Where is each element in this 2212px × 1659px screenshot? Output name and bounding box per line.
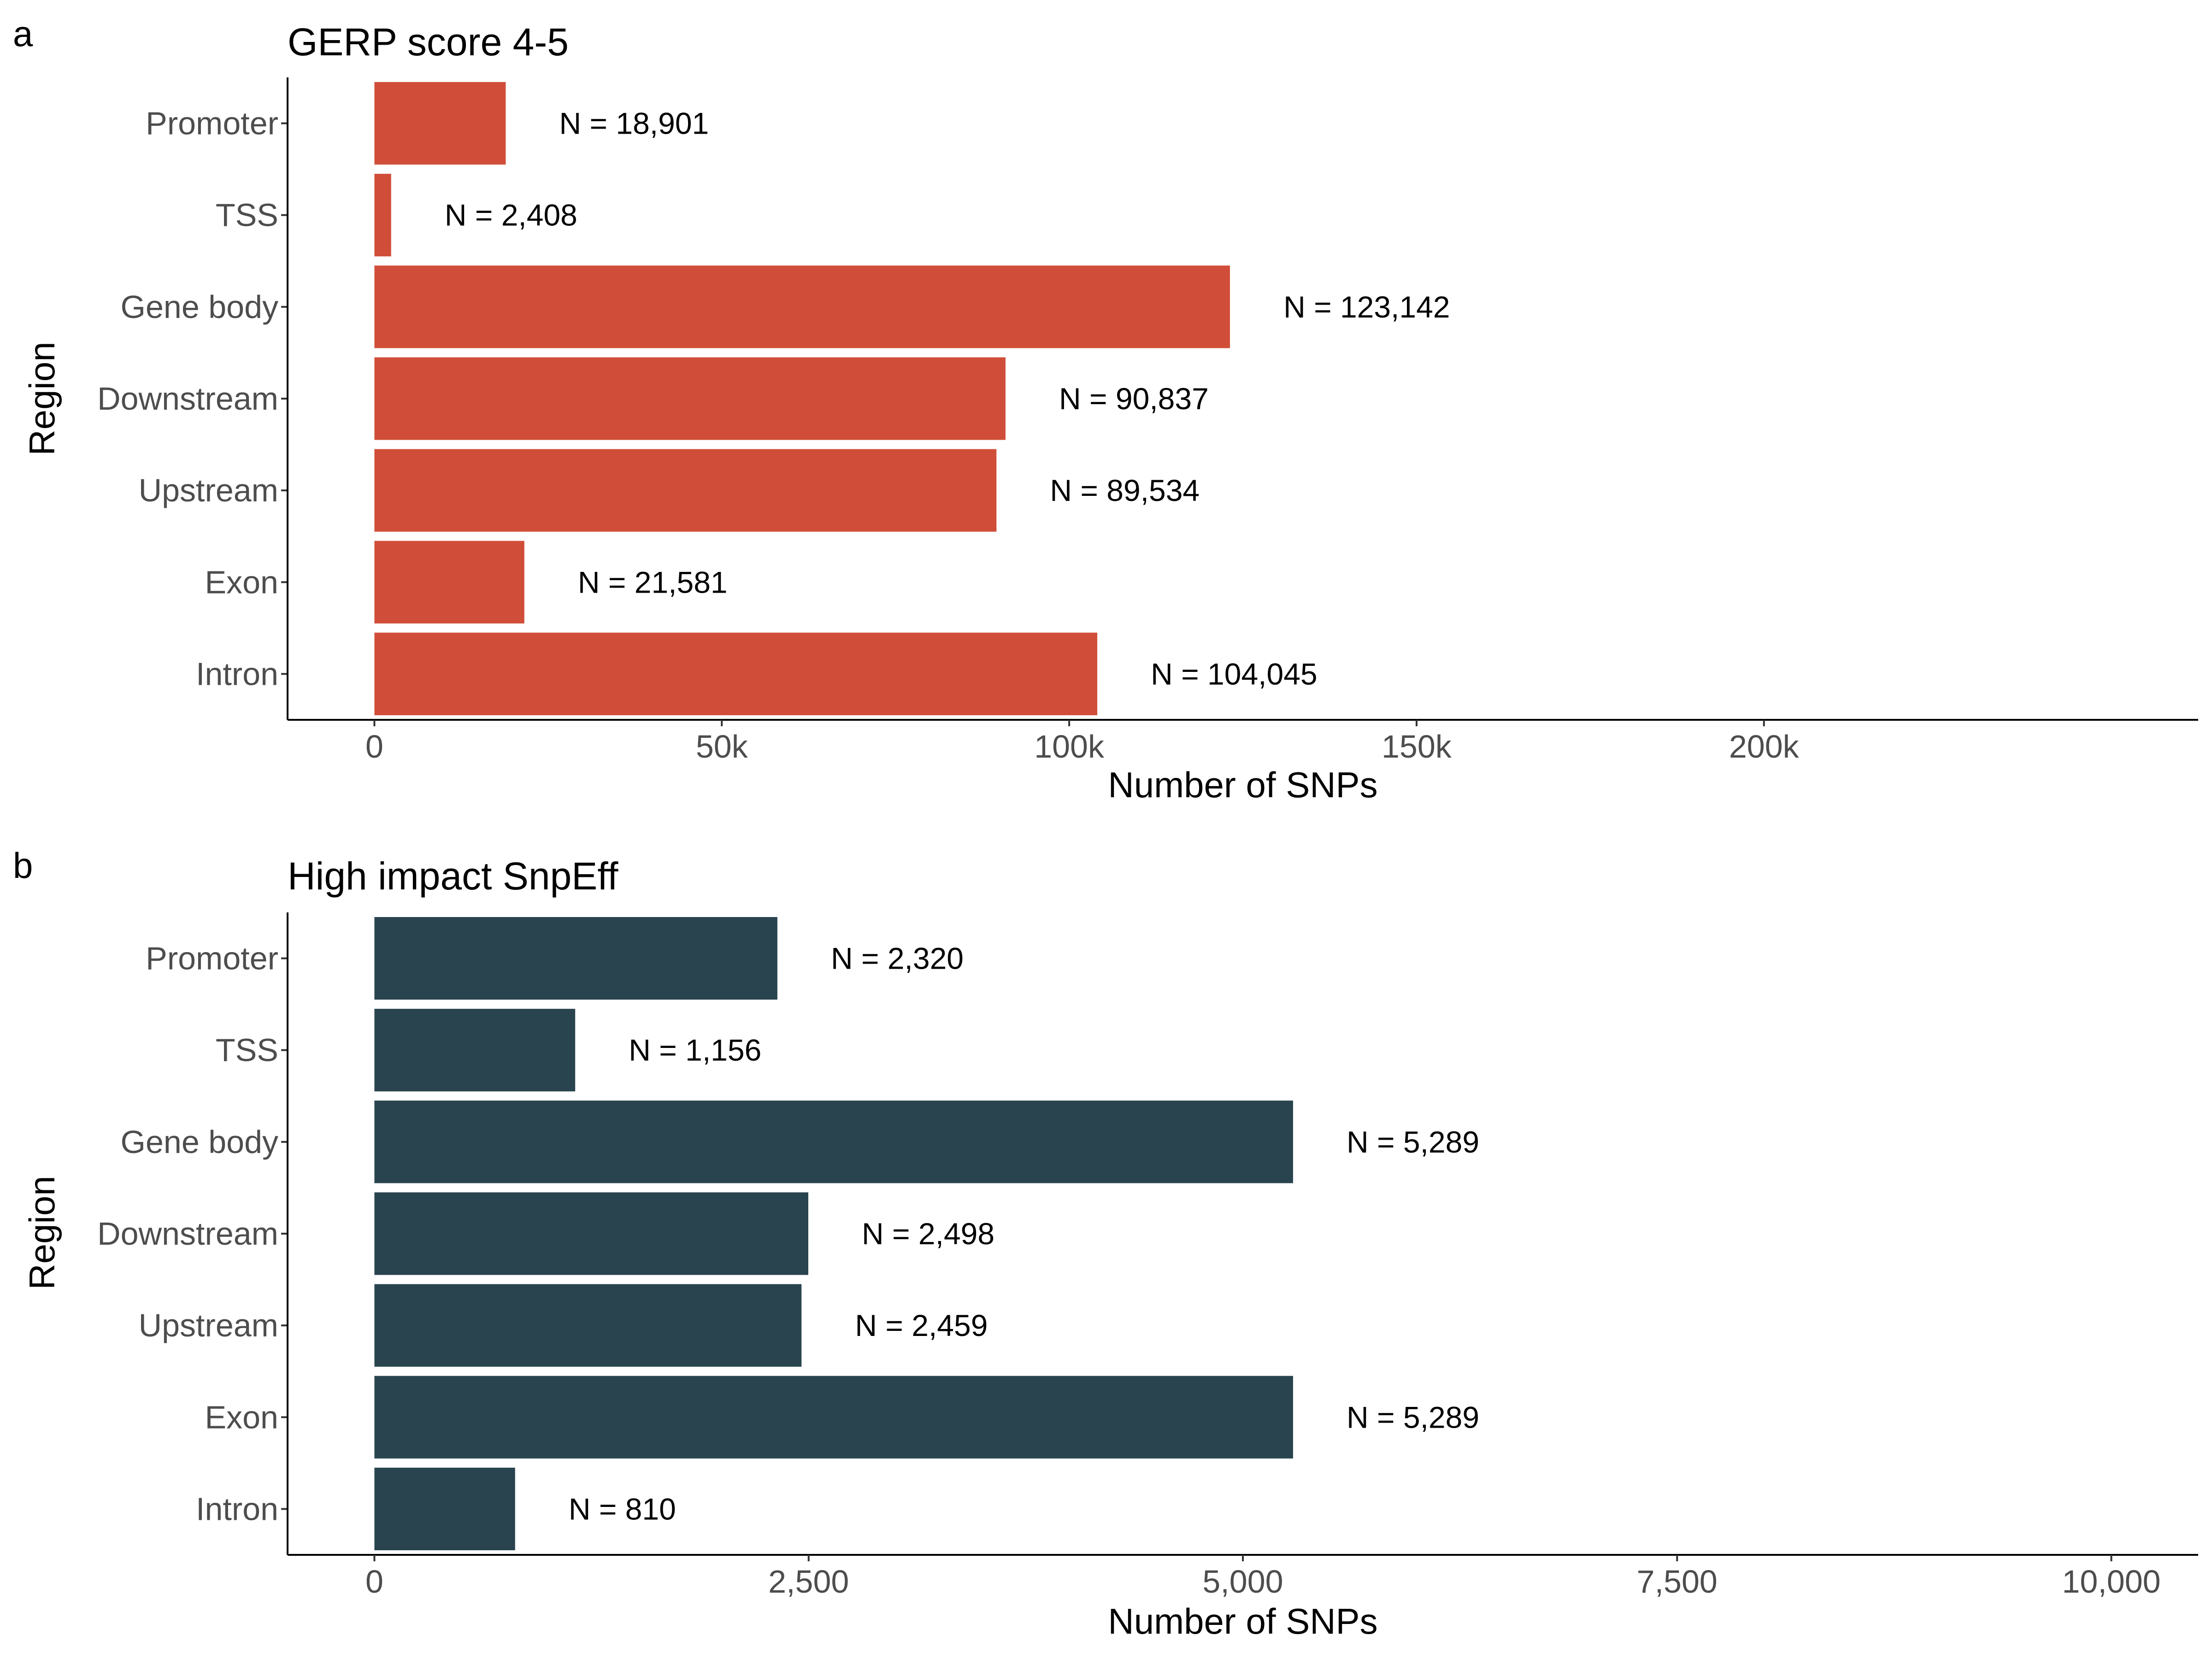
x-tick-label: 150k bbox=[1382, 729, 1452, 765]
x-tick-label: 200k bbox=[1729, 729, 1800, 765]
panel-letter: b bbox=[13, 845, 33, 886]
category-label: Gene body bbox=[121, 1124, 278, 1160]
bar-value-label: N = 5,289 bbox=[1347, 1400, 1479, 1434]
panel-a: a GERP score 4-5 N = 18,901 Promoter N = 2,4… bbox=[13, 13, 2198, 805]
bar-tss bbox=[374, 1009, 576, 1092]
category-label: Intron bbox=[196, 656, 278, 692]
category-label: Downstream bbox=[97, 381, 278, 417]
bar-value-label: N = 21,581 bbox=[578, 565, 728, 599]
bar-value-label: N = 104,045 bbox=[1151, 657, 1317, 691]
bar-value-label: N = 18,901 bbox=[559, 106, 709, 141]
panel-b: b High impact SnpEff N = 2,320 Promoter N = … bbox=[13, 845, 2198, 1641]
bar-upstream bbox=[374, 449, 997, 532]
bar-gene-body bbox=[374, 265, 1230, 348]
panel-letter: a bbox=[13, 13, 33, 54]
bar-value-label: N = 810 bbox=[569, 1492, 676, 1526]
chart-title: GERP score 4-5 bbox=[288, 20, 569, 64]
x-tick-label: 50k bbox=[696, 729, 748, 765]
category-label: Intron bbox=[196, 1491, 278, 1527]
x-tick-label: 0 bbox=[365, 1564, 383, 1600]
x-tick-label: 5,000 bbox=[1202, 1564, 1283, 1600]
category-label: TSS bbox=[216, 197, 278, 233]
category-label: Gene body bbox=[121, 289, 278, 325]
x-tick-label: 0 bbox=[365, 729, 383, 765]
bar-value-label: N = 2,498 bbox=[862, 1217, 994, 1251]
bar-downstream bbox=[374, 1192, 808, 1275]
category-label: TSS bbox=[216, 1032, 278, 1068]
bar-upstream bbox=[374, 1284, 802, 1367]
bar-value-label: N = 90,837 bbox=[1059, 382, 1209, 416]
bar-value-label: N = 2,408 bbox=[445, 198, 577, 232]
x-tick-label: 7,500 bbox=[1637, 1564, 1718, 1600]
bar-value-label: N = 5,289 bbox=[1347, 1125, 1479, 1159]
bar-intron bbox=[374, 632, 1098, 716]
bar-intron bbox=[374, 1467, 515, 1551]
category-label: Promoter bbox=[146, 941, 278, 977]
category-label: Exon bbox=[205, 564, 278, 600]
category-label: Exon bbox=[205, 1399, 278, 1435]
bar-value-label: N = 2,459 bbox=[855, 1308, 988, 1342]
bar-value-label: N = 1,156 bbox=[629, 1033, 761, 1067]
y-axis-title: Region bbox=[22, 341, 62, 455]
bar-downstream bbox=[374, 357, 1006, 440]
category-label: Upstream bbox=[139, 472, 278, 508]
category-label: Upstream bbox=[139, 1307, 278, 1343]
x-axis-title: Number of SNPs bbox=[1108, 1601, 1377, 1641]
x-tick-label: 2,500 bbox=[768, 1564, 849, 1600]
chart-title: High impact SnpEff bbox=[288, 854, 618, 898]
bar-value-label: N = 89,534 bbox=[1050, 473, 1200, 507]
bar-value-label: N = 2,320 bbox=[831, 941, 964, 976]
y-axis-title: Region bbox=[22, 1176, 62, 1289]
bar-promoter bbox=[374, 917, 777, 1000]
category-label: Promoter bbox=[146, 106, 278, 141]
bar-tss bbox=[374, 174, 391, 257]
x-tick-label: 10,000 bbox=[2062, 1564, 2160, 1600]
bar-gene-body bbox=[374, 1100, 1293, 1183]
x-tick-label: 100k bbox=[1034, 729, 1105, 765]
bar-exon bbox=[374, 1376, 1293, 1459]
bar-value-label: N = 123,142 bbox=[1283, 290, 1450, 324]
category-label: Downstream bbox=[97, 1216, 278, 1252]
bar-exon bbox=[374, 541, 524, 624]
x-axis-title: Number of SNPs bbox=[1108, 765, 1377, 805]
bar-promoter bbox=[374, 82, 506, 165]
